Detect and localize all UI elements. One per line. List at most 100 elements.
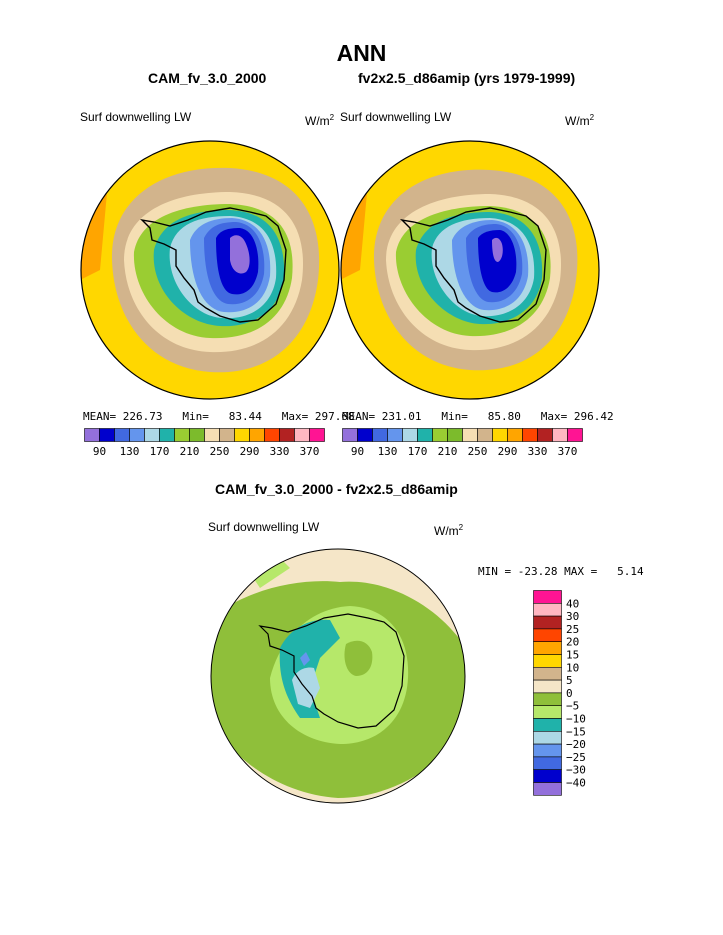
diff-map bbox=[210, 548, 466, 804]
right-colorbar-swatch-9 bbox=[477, 428, 493, 442]
diff-colorbar-label-8: −5 bbox=[566, 700, 579, 713]
right-colorbar-swatch-15 bbox=[567, 428, 583, 442]
right-stats: MEAN= 231.01 Min= 85.80 Max= 296.42 bbox=[342, 410, 614, 423]
right-colorbar-label-6: 330 bbox=[528, 445, 548, 458]
diff-colorbar-label-0: 40 bbox=[566, 597, 579, 610]
left-colorbar-swatch-1 bbox=[99, 428, 115, 442]
right-colorbar-label-4: 250 bbox=[468, 445, 488, 458]
diff-colorbar-swatch-2 bbox=[533, 615, 562, 630]
diff-colorbar-swatch-9 bbox=[533, 705, 562, 719]
right-colorbar: 90 130 170 210 250 290 330 370 bbox=[342, 428, 583, 458]
diff-band-neg25 bbox=[300, 652, 310, 666]
left-colorbar-label-4: 250 bbox=[210, 445, 230, 458]
diff-colorbar-label-1: 30 bbox=[566, 610, 579, 623]
left-colorbar-swatch-3 bbox=[129, 428, 145, 442]
right-colorbar-label-0: 90 bbox=[351, 445, 364, 458]
diff-colorbar-swatch-8 bbox=[533, 692, 562, 707]
left-colorbar-label-1: 130 bbox=[120, 445, 140, 458]
diff-colorbar-swatch-11 bbox=[533, 731, 562, 745]
left-stats: MEAN= 226.73 Min= 83.44 Max= 297.68 bbox=[83, 410, 355, 423]
left-colorbar-label-6: 330 bbox=[270, 445, 290, 458]
right-colorbar-swatch-6 bbox=[432, 428, 448, 442]
right-map-border bbox=[340, 140, 600, 400]
right-colorbar-swatch-2 bbox=[372, 428, 388, 442]
diff-colorbar-swatch-4 bbox=[533, 641, 562, 655]
diff-colorbar-swatch-0 bbox=[533, 590, 562, 604]
left-colorbar-label-7: 370 bbox=[300, 445, 320, 458]
right-colorbar-swatch-7 bbox=[447, 428, 463, 442]
page-title: ANN bbox=[336, 40, 387, 66]
diff-panel-header: CAM_fv_3.0_2000 - fv2x2.5_d86amip bbox=[215, 481, 458, 497]
left-colorbar-swatch-7 bbox=[189, 428, 205, 442]
left-colorbar-swatch-12 bbox=[264, 428, 280, 442]
right-units-label: W/m2 bbox=[565, 113, 595, 128]
left-colorbar-label-0: 90 bbox=[93, 445, 106, 458]
left-colorbar-label-5: 290 bbox=[240, 445, 260, 458]
right-colorbar-swatch-14 bbox=[552, 428, 568, 442]
diff-colorbar-swatch-10 bbox=[533, 718, 562, 732]
diff-colorbar-swatch-15 bbox=[533, 782, 562, 796]
left-colorbar-swatch-4 bbox=[144, 428, 160, 442]
left-colorbar-label-3: 210 bbox=[180, 445, 200, 458]
diff-colorbar-swatch-7 bbox=[533, 679, 562, 694]
right-colorbar-label-3: 210 bbox=[438, 445, 458, 458]
diff-colorbar-swatch-5 bbox=[533, 654, 562, 668]
diff-coastline bbox=[258, 613, 405, 729]
left-colorbar-swatch-0 bbox=[84, 428, 100, 442]
diff-colorbar-label-7: 0 bbox=[566, 687, 573, 700]
diff-colorbar-swatch-6 bbox=[533, 667, 562, 681]
diff-colorbar-label-9: −10 bbox=[566, 713, 586, 726]
diff-colorbar-label-2: 25 bbox=[566, 623, 579, 636]
diff-colorbar-label-3: 20 bbox=[566, 636, 579, 649]
left-colorbar-swatch-11 bbox=[249, 428, 265, 442]
diff-colorbar-label-14: −40 bbox=[566, 777, 586, 790]
left-map bbox=[80, 140, 340, 400]
right-colorbar-swatch-8 bbox=[462, 428, 478, 442]
right-colorbar-swatch-5 bbox=[417, 428, 433, 442]
right-colorbar-swatch-0 bbox=[342, 428, 358, 442]
diff-colorbar-label-10: −15 bbox=[566, 725, 586, 738]
left-colorbar-swatch-13 bbox=[279, 428, 295, 442]
diff-map-border bbox=[210, 548, 466, 804]
right-colorbar-label-7: 370 bbox=[558, 445, 578, 458]
diff-colorbar-label-4: 15 bbox=[566, 649, 579, 662]
left-panel-header: CAM_fv_3.0_2000 bbox=[148, 70, 267, 86]
left-colorbar-swatch-8 bbox=[204, 428, 220, 442]
left-map-border bbox=[80, 140, 340, 400]
diff-colorbar-label-5: 10 bbox=[566, 661, 579, 674]
right-colorbar-swatch-1 bbox=[357, 428, 373, 442]
right-colorbar-label-2: 170 bbox=[408, 445, 428, 458]
left-colorbar-swatch-6 bbox=[174, 428, 190, 442]
right-colorbar-label-5: 290 bbox=[498, 445, 518, 458]
left-colorbar-swatch-5 bbox=[159, 428, 175, 442]
diff-units-label: W/m2 bbox=[434, 523, 464, 538]
right-variable-label: Surf downwelling LW bbox=[340, 110, 452, 124]
diff-band-center bbox=[344, 640, 373, 676]
right-colorbar-swatch-10 bbox=[492, 428, 508, 442]
diff-colorbar-label-6: 5 bbox=[566, 674, 573, 687]
left-coastline bbox=[139, 207, 287, 323]
right-map bbox=[340, 140, 600, 400]
diff-colorbar-swatch-3 bbox=[533, 628, 562, 643]
left-colorbar-swatch-14 bbox=[294, 428, 310, 442]
left-band-90 bbox=[230, 235, 250, 274]
diff-colorbar-label-11: −20 bbox=[566, 738, 586, 751]
right-colorbar-swatch-11 bbox=[507, 428, 523, 442]
diff-colorbar-swatch-14 bbox=[533, 769, 562, 783]
left-colorbar-swatch-9 bbox=[219, 428, 235, 442]
left-colorbar-swatch-2 bbox=[114, 428, 130, 442]
diff-colorbar-swatch-1 bbox=[533, 603, 562, 617]
diff-stats: MIN = -23.28 MAX = 5.14 bbox=[478, 565, 644, 578]
right-panel-header: fv2x2.5_d86amip (yrs 1979-1999) bbox=[358, 70, 576, 86]
left-units-label: W/m2 bbox=[305, 113, 335, 128]
right-colorbar-swatch-3 bbox=[387, 428, 403, 442]
diff-colorbar-label-13: −30 bbox=[566, 764, 586, 777]
left-colorbar: 90 130 170 210 250 290 330 370 bbox=[84, 428, 325, 458]
diff-colorbar-swatch-13 bbox=[533, 756, 562, 770]
left-colorbar-swatch-15 bbox=[309, 428, 325, 442]
left-variable-label: Surf downwelling LW bbox=[80, 110, 192, 124]
right-colorbar-swatch-4 bbox=[402, 428, 418, 442]
left-colorbar-label-2: 170 bbox=[150, 445, 170, 458]
right-band-90 bbox=[492, 237, 503, 262]
